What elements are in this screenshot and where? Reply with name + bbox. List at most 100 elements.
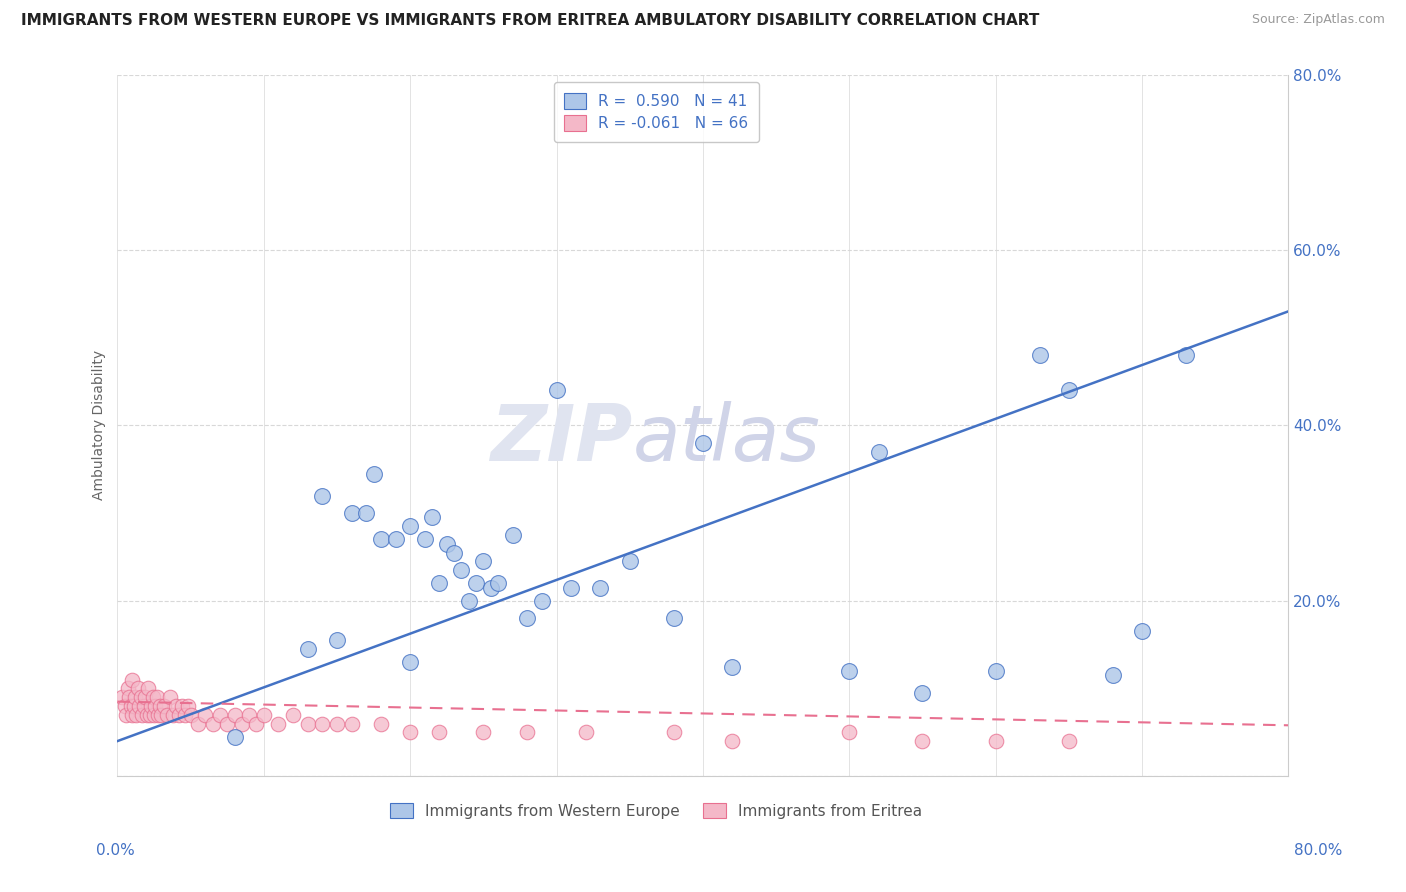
Point — [201, 716, 224, 731]
Point — [170, 698, 193, 713]
Point — [1057, 384, 1080, 398]
Point — [124, 690, 146, 705]
Point — [413, 533, 436, 547]
Point — [984, 734, 1007, 748]
Point — [146, 690, 169, 705]
Point — [370, 716, 392, 731]
Point — [516, 725, 538, 739]
Point — [1101, 668, 1123, 682]
Y-axis label: Ambulatory Disability: Ambulatory Disability — [93, 351, 107, 500]
Point — [340, 716, 363, 731]
Point — [150, 707, 173, 722]
Point — [153, 698, 176, 713]
Point — [143, 707, 166, 722]
Point — [245, 716, 267, 731]
Point — [134, 690, 156, 705]
Point — [148, 707, 170, 722]
Point — [1057, 734, 1080, 748]
Point — [911, 734, 934, 748]
Point — [984, 664, 1007, 678]
Point — [472, 725, 495, 739]
Point — [326, 633, 349, 648]
Point — [1130, 624, 1153, 639]
Text: 80.0%: 80.0% — [1295, 843, 1343, 858]
Point — [450, 563, 472, 577]
Point — [118, 690, 141, 705]
Point — [167, 707, 190, 722]
Point — [575, 725, 598, 739]
Point — [121, 673, 143, 687]
Point — [121, 707, 143, 722]
Point — [297, 642, 319, 657]
Point — [1028, 348, 1050, 362]
Point — [340, 506, 363, 520]
Point — [115, 707, 138, 722]
Point — [122, 698, 145, 713]
Point — [838, 725, 860, 739]
Point — [399, 725, 422, 739]
Point — [465, 576, 488, 591]
Point — [370, 533, 392, 547]
Point — [560, 581, 582, 595]
Point — [132, 698, 155, 713]
Point — [384, 533, 406, 547]
Point — [139, 698, 162, 713]
Point — [156, 707, 179, 722]
Point — [457, 593, 479, 607]
Point — [131, 707, 153, 722]
Point — [589, 581, 612, 595]
Point — [311, 716, 333, 731]
Point — [1175, 348, 1198, 362]
Point — [224, 707, 246, 722]
Text: atlas: atlas — [633, 401, 821, 477]
Point — [231, 716, 253, 731]
Point — [546, 384, 568, 398]
Point — [176, 698, 198, 713]
Point — [149, 698, 172, 713]
Point — [120, 698, 142, 713]
Point — [429, 576, 451, 591]
Point — [253, 707, 276, 722]
Point — [326, 716, 349, 731]
Point — [399, 655, 422, 669]
Point — [297, 716, 319, 731]
Point — [162, 707, 184, 722]
Point — [165, 698, 187, 713]
Point — [159, 690, 181, 705]
Point — [868, 444, 890, 458]
Point — [399, 519, 422, 533]
Point — [173, 707, 195, 722]
Point — [692, 436, 714, 450]
Point — [363, 467, 385, 481]
Point — [429, 725, 451, 739]
Point — [436, 537, 458, 551]
Point — [180, 707, 202, 722]
Point — [142, 690, 165, 705]
Point — [721, 659, 744, 673]
Point — [125, 707, 148, 722]
Point — [138, 707, 160, 722]
Point — [516, 611, 538, 625]
Point — [187, 716, 209, 731]
Point — [443, 545, 465, 559]
Point — [127, 681, 149, 696]
Point — [911, 686, 934, 700]
Point — [530, 593, 553, 607]
Point — [486, 576, 509, 591]
Point — [238, 707, 260, 722]
Point — [128, 698, 150, 713]
Point — [117, 681, 139, 696]
Text: 0.0%: 0.0% — [96, 843, 135, 858]
Text: IMMIGRANTS FROM WESTERN EUROPE VS IMMIGRANTS FROM ERITREA AMBULATORY DISABILITY : IMMIGRANTS FROM WESTERN EUROPE VS IMMIGR… — [21, 13, 1039, 29]
Point — [838, 664, 860, 678]
Point — [479, 581, 502, 595]
Point — [194, 707, 217, 722]
Point — [619, 554, 641, 568]
Point — [224, 730, 246, 744]
Point — [129, 690, 152, 705]
Point — [281, 707, 304, 722]
Point — [208, 707, 231, 722]
Point — [136, 681, 159, 696]
Point — [662, 725, 685, 739]
Point — [114, 698, 136, 713]
